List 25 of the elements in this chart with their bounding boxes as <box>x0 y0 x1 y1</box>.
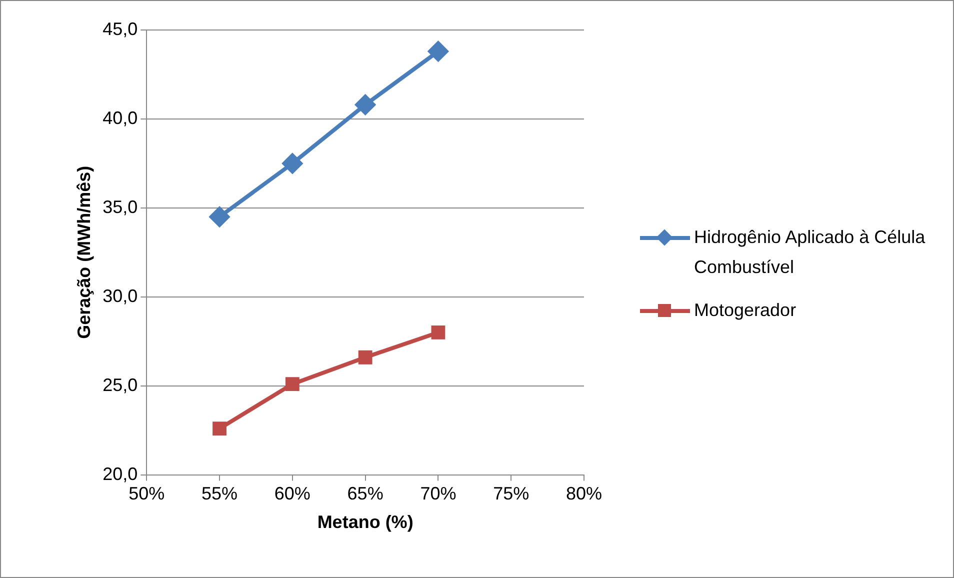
y-tick-label: 40,0 <box>102 108 138 128</box>
legend-label: Motogerador <box>694 299 798 322</box>
point <box>358 350 372 364</box>
point <box>212 422 226 436</box>
y-tick-label: 25,0 <box>102 374 138 395</box>
y-axis-title: Geração (MWh/mês) <box>74 166 94 339</box>
point <box>285 377 300 392</box>
x-tick-label: 80% <box>566 484 602 504</box>
x-tick-label: 60% <box>274 484 310 504</box>
x-tick-label: 65% <box>347 484 384 504</box>
y-tick-label: 45,0 <box>102 18 138 39</box>
point <box>282 153 302 174</box>
x-tick-label: 55% <box>202 484 238 504</box>
point <box>431 326 446 340</box>
y-tick-label: 30,0 <box>102 286 138 306</box>
y-tick-label: 35,0 <box>102 196 138 217</box>
point <box>355 94 376 115</box>
x-tick-label: 70% <box>420 484 456 504</box>
y-tick-label: 20,0 <box>102 464 138 484</box>
x-axis-title: Metano (%) <box>317 512 414 532</box>
legend-label: Hidrogênio Aplicado à Célula Combustível <box>694 226 926 279</box>
x-tick-label: 50% <box>128 484 165 504</box>
x-tick-label: 75% <box>493 484 530 504</box>
point <box>210 206 230 227</box>
point <box>428 41 448 62</box>
